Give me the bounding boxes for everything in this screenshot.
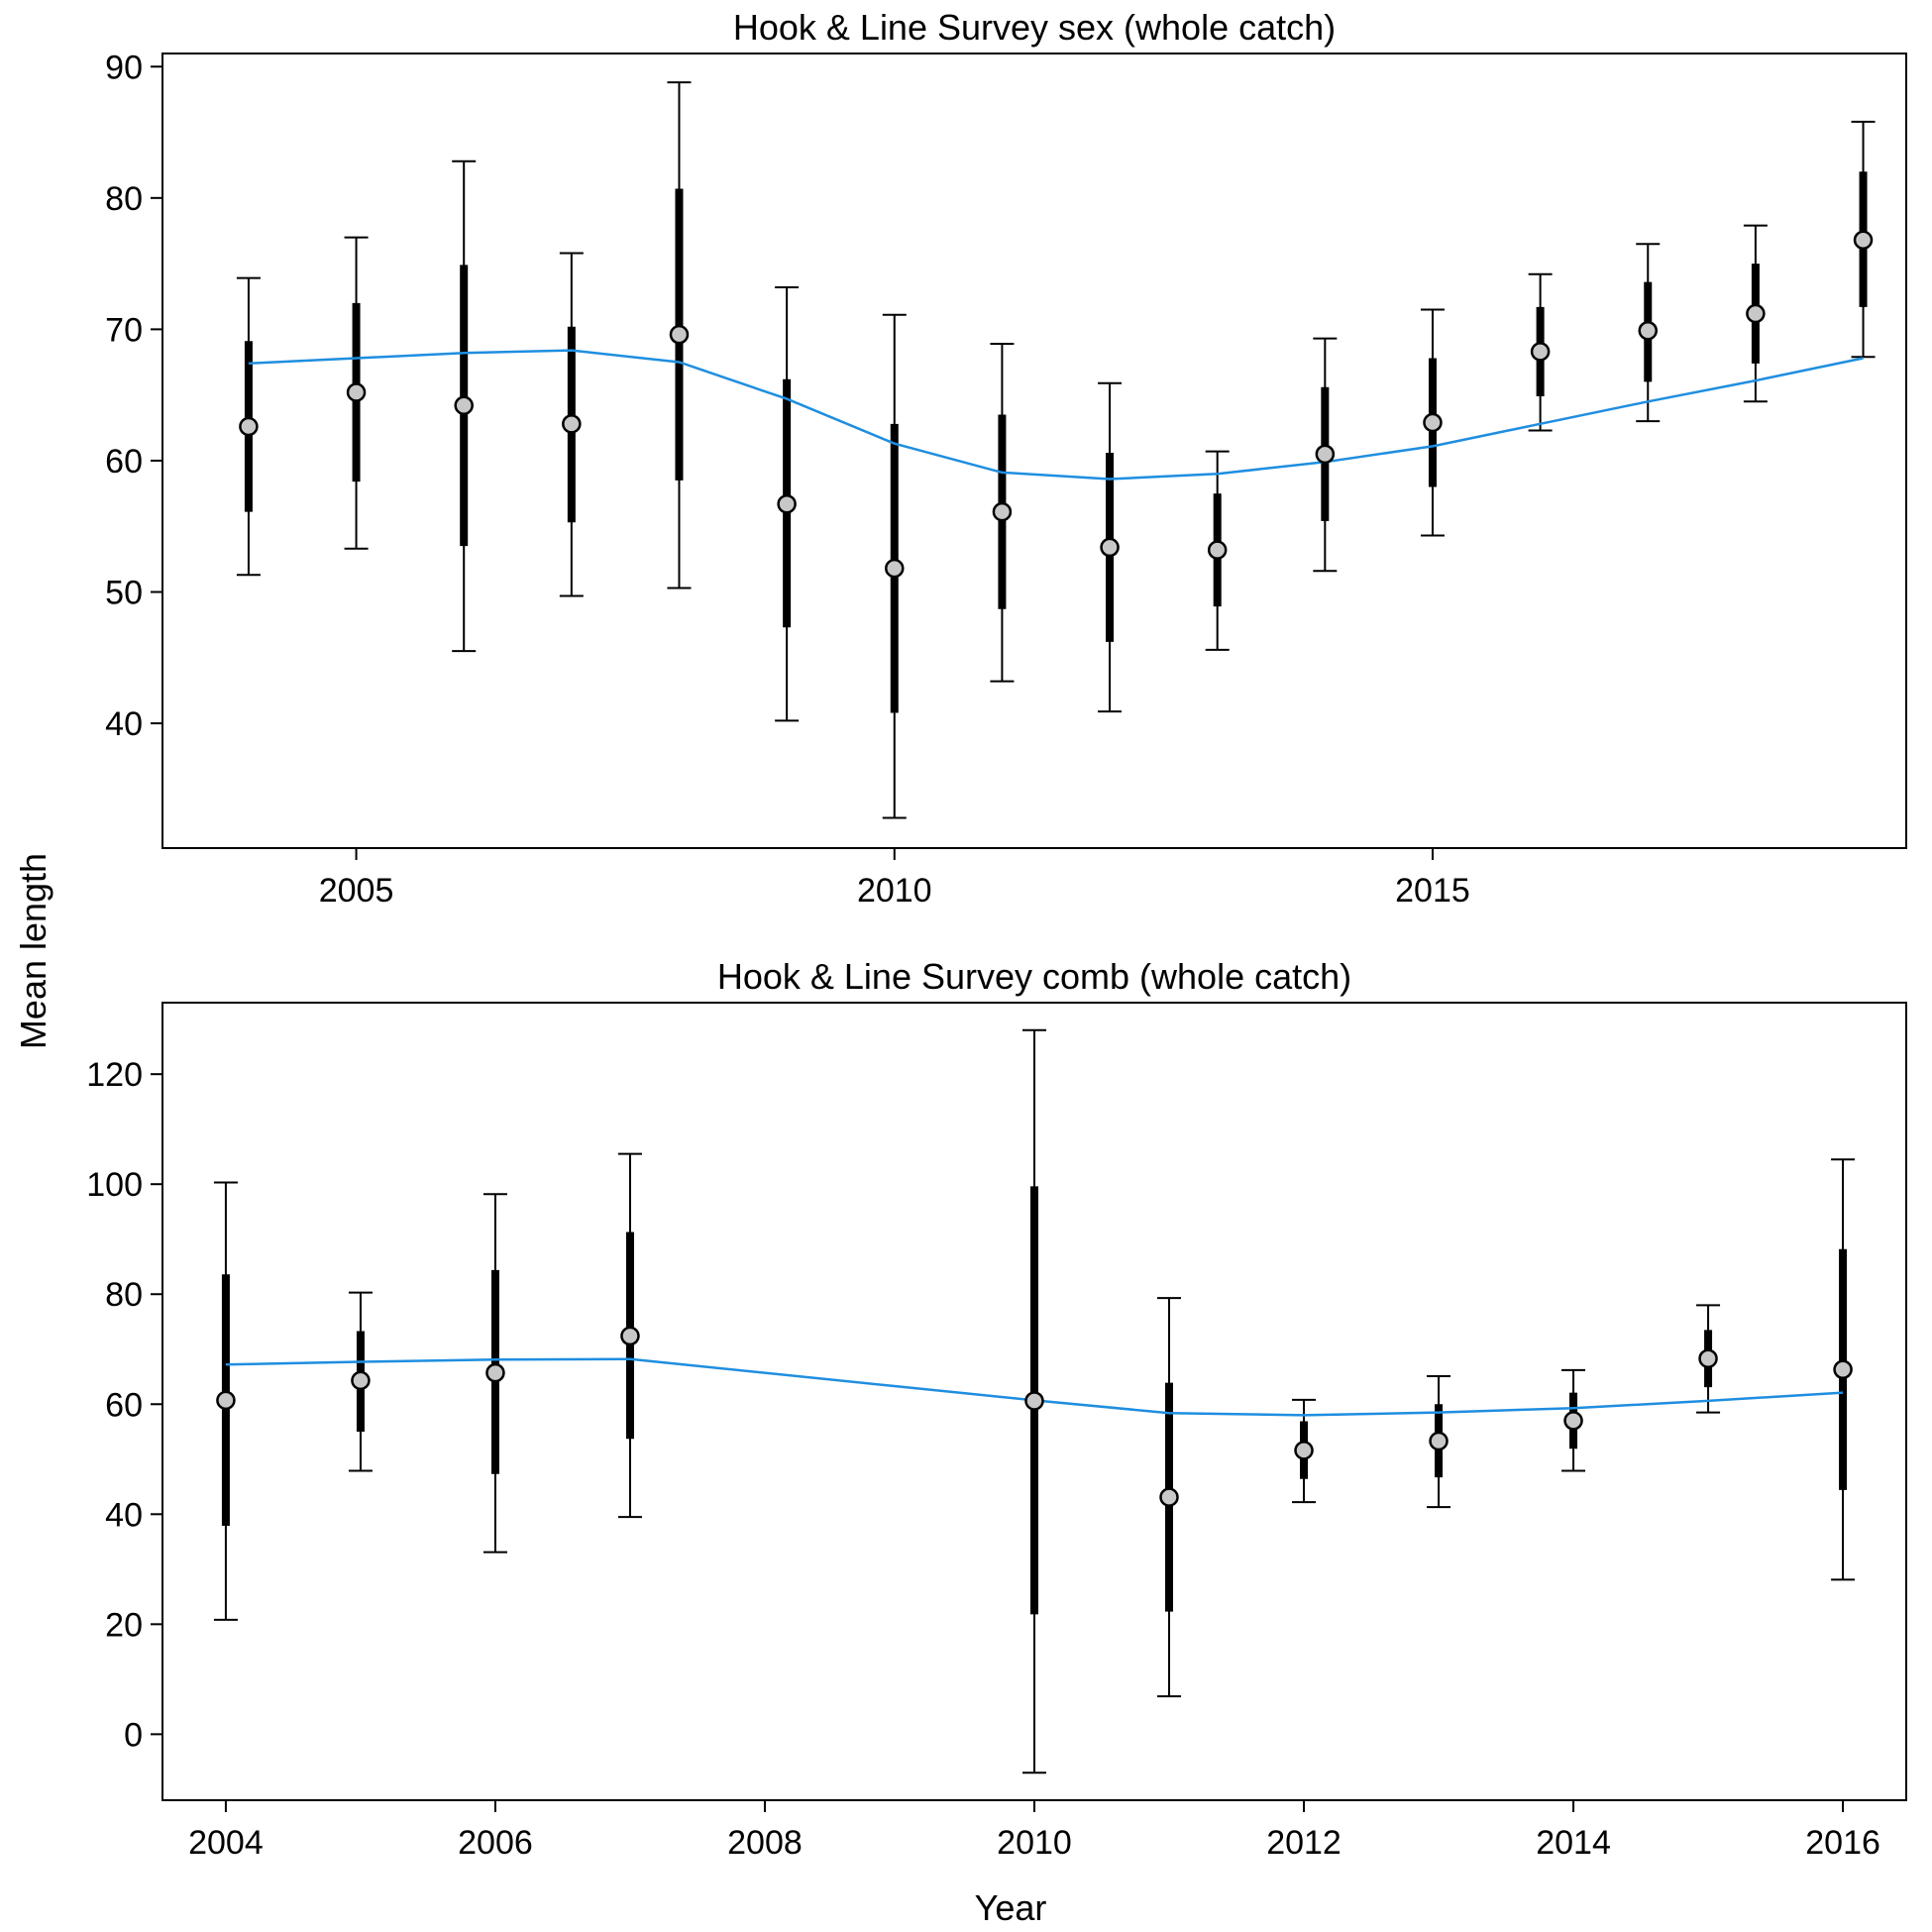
observed-point [1698,1348,1718,1368]
y-tick-label: 100 [86,1166,143,1204]
y-tick-label: 90 [105,49,143,86]
y-tick-label: 40 [105,1496,143,1534]
observed-point [1563,1411,1583,1431]
y-tick-label: 120 [86,1056,143,1094]
chart-title: Hook & Line Survey sex (whole catch) [733,7,1336,48]
observed-point [1159,1487,1179,1507]
y-tick-label: 20 [105,1606,143,1644]
observed-point [1100,537,1120,558]
observed-point [1638,320,1659,341]
x-tick-label: 2005 [319,872,394,910]
observed-point [239,416,259,437]
observed-point [1853,230,1874,250]
y-tick-label: 80 [105,1276,143,1314]
observed-point [777,493,797,514]
observed-point [351,1370,371,1391]
panel-sex: Hook & Line Survey sex (whole catch) 40 50… [105,7,1907,910]
observed-point [992,501,1013,522]
observed-point [1315,444,1336,465]
y-tick-label: 80 [105,180,143,218]
x-axis-label: Year [975,1887,1047,1928]
y-tick-label: 60 [105,443,143,481]
chart-title: Hook & Line Survey comb (whole catch) [717,956,1351,997]
observed-point [216,1390,236,1411]
observed-point [1746,303,1766,324]
x-tick-label: 2008 [727,1824,803,1862]
y-tick-label: 60 [105,1386,143,1424]
observed-point [1207,540,1228,560]
x-tick-label: 2004 [188,1824,264,1862]
panel-comb: Hook & Line Survey comb (whole catch) 0 20… [86,956,1907,1862]
expected-line [248,349,1864,481]
x-tick-label: 2010 [857,872,932,910]
x-tick-label: 2010 [997,1824,1072,1862]
observed-point [485,1362,505,1383]
observed-point [1833,1359,1853,1380]
observed-point [1423,412,1443,433]
observed-point [1024,1391,1044,1411]
observed-point [620,1326,640,1346]
expected-line [225,1357,1844,1417]
y-tick-label: 50 [105,575,143,612]
plot-frame [161,53,1907,849]
observed-point [454,395,474,416]
observed-point [669,324,690,345]
observed-point [1294,1441,1314,1460]
observed-point [885,558,905,579]
x-tick-label: 2016 [1805,1824,1880,1862]
y-tick-label: 40 [105,705,143,743]
x-tick-label: 2015 [1395,872,1470,910]
y-tick-label: 70 [105,311,143,349]
x-tick-label: 2012 [1266,1824,1342,1862]
y-tick-label: 0 [124,1716,143,1754]
observed-point [346,382,367,402]
observed-point [1530,342,1551,362]
x-tick-label: 2006 [458,1824,533,1862]
y-axis-label: Mean length [13,853,54,1049]
observed-point [1429,1431,1449,1451]
x-tick-label: 2014 [1536,1824,1611,1862]
observed-point [562,414,582,434]
